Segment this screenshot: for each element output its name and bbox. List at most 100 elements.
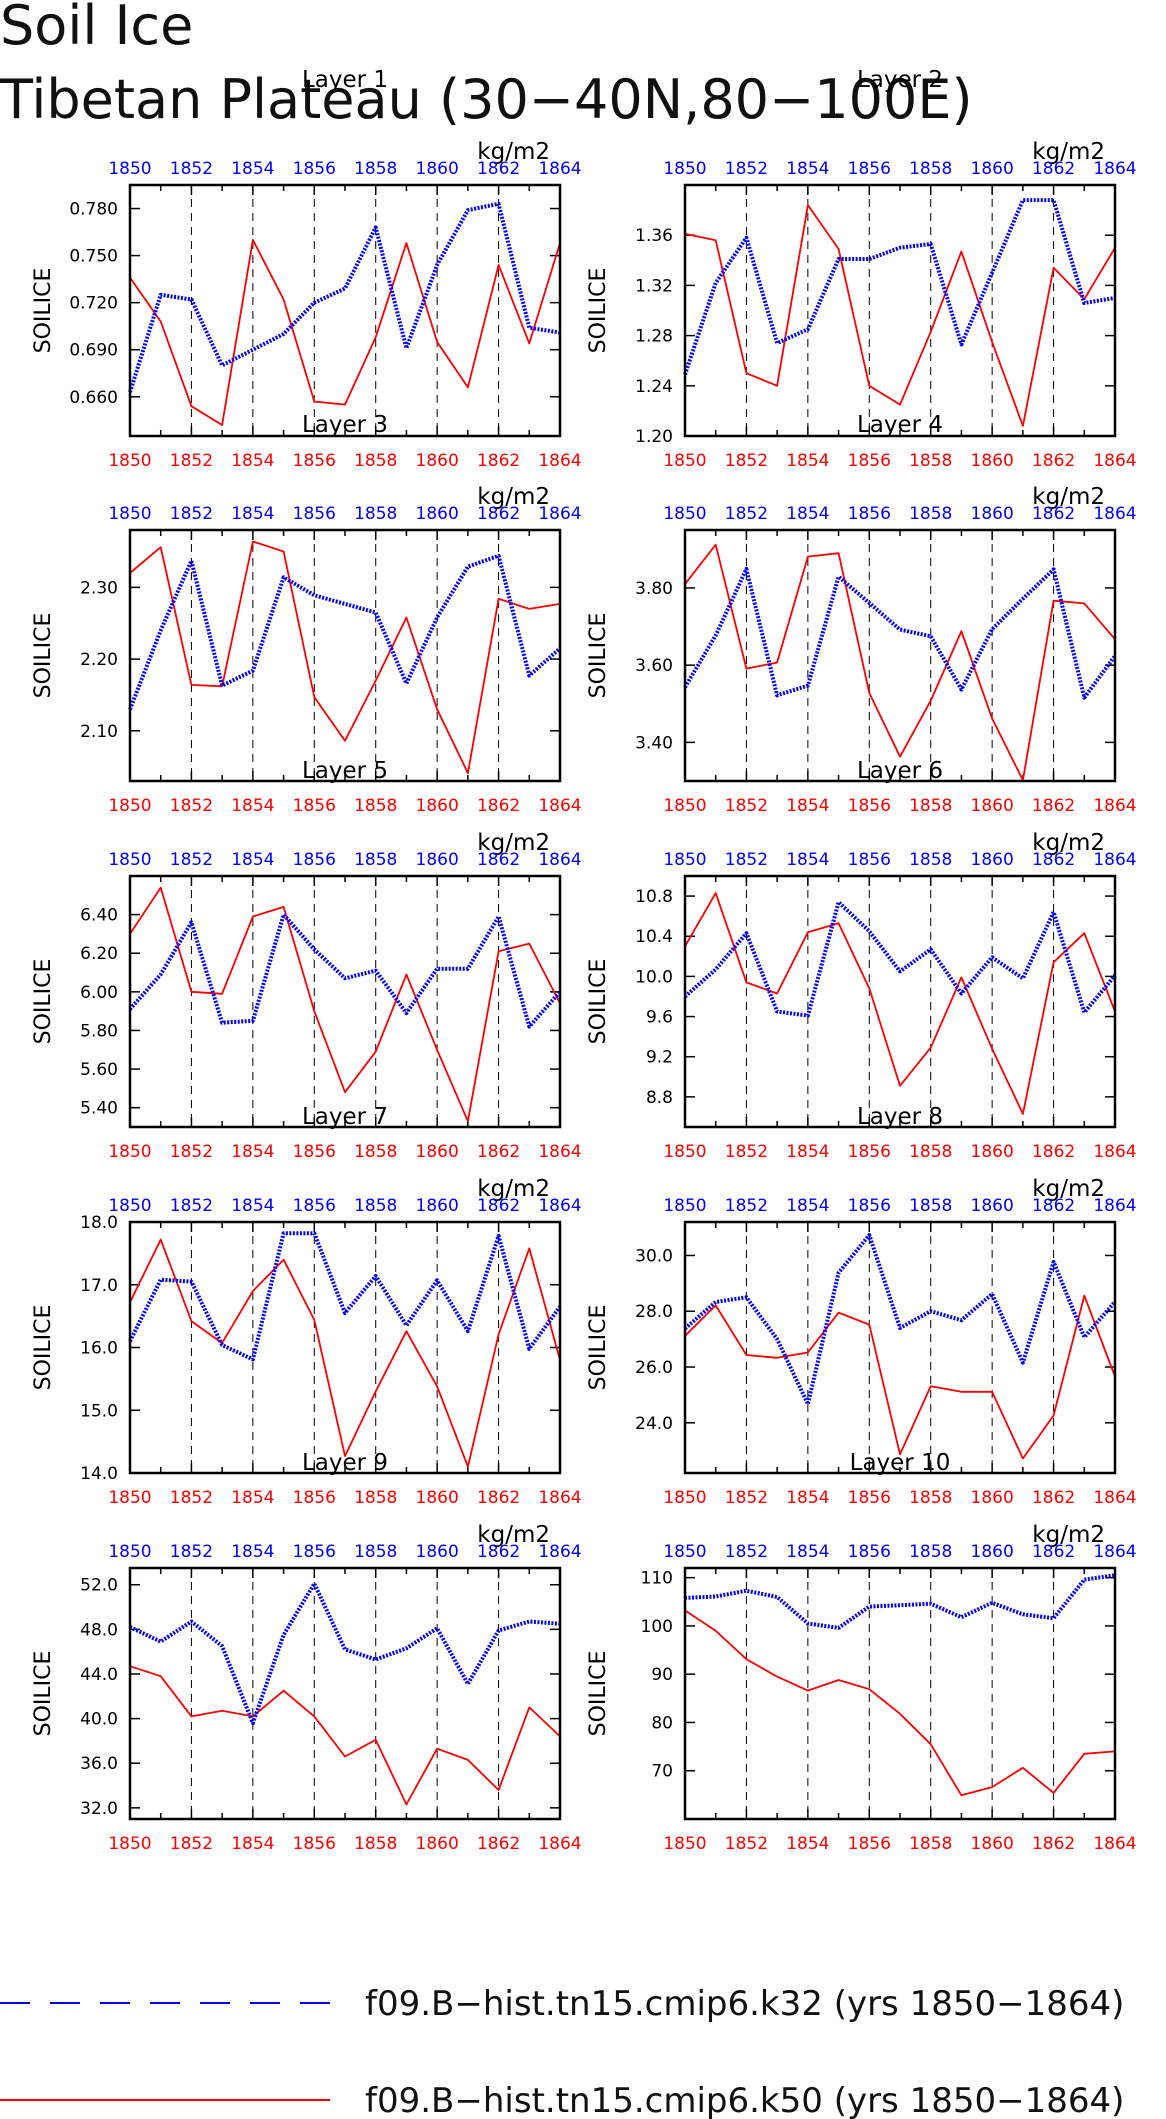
x-tick-label-top: 1858 — [909, 1542, 952, 1562]
series-k50-line — [684, 543, 1116, 782]
y-axis-label: SOILICE — [586, 1305, 611, 1391]
plot-frame — [128, 1566, 562, 1821]
x-tick-label-top: 1862 — [477, 504, 520, 524]
y-tick-label: 9.2 — [646, 1048, 673, 1068]
panel-title: Layer 6 — [857, 758, 943, 784]
panel-layer-7: Layer 7 kg/m2 SOILICE 1850 1850 1852 1852 1854 1… — [31, 1104, 582, 1508]
x-tick-label-bottom: 1858 — [909, 1142, 952, 1162]
y-tick-label: 2.20 — [80, 650, 118, 670]
x-tick-label-top: 1860 — [416, 159, 459, 179]
plot-frame — [683, 183, 1117, 438]
series-k32-line — [684, 1573, 1116, 1630]
y-tick-label: 6.40 — [80, 906, 118, 926]
x-tick-label-bottom: 1860 — [971, 796, 1014, 816]
x-tick-label-top: 1862 — [477, 159, 520, 179]
x-tick-label-bottom: 1862 — [1032, 451, 1075, 471]
x-tick-label-bottom: 1864 — [1093, 1142, 1136, 1162]
x-tick-label-bottom: 1856 — [293, 796, 336, 816]
y-tick-label: 5.60 — [80, 1060, 118, 1080]
x-tick-label-top: 1850 — [663, 850, 706, 870]
y-tick-label: 5.80 — [80, 1021, 118, 1041]
x-tick-label-top: 1852 — [725, 1196, 768, 1216]
x-tick-label-bottom: 1858 — [909, 796, 952, 816]
panel-layer-9: Layer 9 kg/m2 SOILICE 1850 1850 1852 1852 1854 1… — [31, 1450, 582, 1854]
x-tick-label-top: 1862 — [1032, 1542, 1075, 1562]
units-label: kg/m2 — [477, 484, 550, 510]
panel-title: Layer 3 — [302, 412, 388, 438]
x-tick-label-bottom: 1856 — [848, 1834, 891, 1854]
series-k32-line — [683, 198, 1116, 376]
x-tick-label-top: 1854 — [231, 504, 274, 524]
x-tick-label-top: 1862 — [1032, 850, 1075, 870]
panel-title: Layer 5 — [302, 758, 388, 784]
x-tick-label-bottom: 1860 — [971, 1488, 1014, 1508]
x-tick-label-top: 1860 — [971, 850, 1014, 870]
y-tick-label: 6.00 — [80, 983, 118, 1003]
x-tick-label-top: 1850 — [663, 1196, 706, 1216]
x-tick-label-top: 1864 — [538, 850, 581, 870]
series-k32-line — [128, 201, 561, 393]
x-tick-label-bottom: 1850 — [108, 1488, 151, 1508]
x-tick-label-top: 1850 — [108, 1542, 151, 1562]
x-tick-label-bottom: 1856 — [848, 1488, 891, 1508]
y-axis-label: SOILICE — [31, 268, 56, 354]
x-tick-label-bottom: 1864 — [1093, 451, 1136, 471]
x-tick-label-top: 1860 — [416, 1542, 459, 1562]
y-tick-label: 10.8 — [635, 887, 673, 907]
series-k50-line — [684, 1294, 1116, 1460]
x-tick-label-bottom: 1852 — [170, 1142, 213, 1162]
panel-layer-4: Layer 4 kg/m2 SOILICE 1850 1850 1852 1852 1854 1… — [586, 412, 1137, 816]
y-tick-label: 6.20 — [80, 944, 118, 964]
x-tick-label-top: 1854 — [786, 504, 829, 524]
x-tick-label-bottom: 1864 — [1093, 796, 1136, 816]
y-tick-label: 30.0 — [635, 1246, 673, 1266]
y-tick-label: 40.0 — [80, 1710, 118, 1730]
x-tick-label-bottom: 1864 — [538, 796, 581, 816]
x-tick-label-top: 1860 — [416, 850, 459, 870]
x-tick-label-top: 1864 — [538, 504, 581, 524]
x-tick-label-top: 1862 — [1032, 504, 1075, 524]
x-tick-label-top: 1854 — [231, 1542, 274, 1562]
x-tick-label-bottom: 1862 — [1032, 1488, 1075, 1508]
x-tick-label-top: 1858 — [354, 159, 397, 179]
x-tick-label-top: 1860 — [416, 504, 459, 524]
y-tick-label: 0.780 — [69, 200, 118, 220]
units-label: kg/m2 — [1032, 484, 1105, 510]
x-tick-label-bottom: 1856 — [848, 1142, 891, 1162]
panel-layer-8: Layer 8 kg/m2 SOILICE 1850 1850 1852 1852 1854 1… — [586, 1104, 1137, 1508]
x-tick-label-top: 1856 — [848, 504, 891, 524]
series-k32-line — [683, 567, 1117, 700]
x-tick-label-bottom: 1862 — [477, 1834, 520, 1854]
x-tick-label-top: 1864 — [1093, 1196, 1136, 1216]
x-tick-label-bottom: 1854 — [231, 1142, 274, 1162]
x-tick-label-bottom: 1850 — [663, 1834, 706, 1854]
x-tick-label-top: 1862 — [477, 1542, 520, 1562]
y-tick-label: 9.6 — [646, 1008, 673, 1028]
units-label: kg/m2 — [477, 830, 550, 856]
y-axis-label: SOILICE — [586, 1651, 611, 1737]
y-tick-label: 3.40 — [635, 733, 673, 753]
x-tick-label-bottom: 1862 — [477, 1488, 520, 1508]
x-tick-label-bottom: 1854 — [786, 796, 829, 816]
x-tick-label-bottom: 1858 — [354, 451, 397, 471]
x-tick-label-top: 1860 — [971, 1542, 1014, 1562]
x-tick-label-top: 1852 — [170, 1542, 213, 1562]
plot-frame — [128, 183, 562, 438]
x-tick-label-bottom: 1852 — [170, 1834, 213, 1854]
x-tick-label-bottom: 1864 — [1093, 1488, 1136, 1508]
x-tick-label-bottom: 1852 — [170, 796, 213, 816]
x-tick-label-top: 1850 — [663, 504, 706, 524]
y-tick-label: 0.720 — [69, 294, 118, 314]
x-tick-label-bottom: 1856 — [293, 1488, 336, 1508]
y-axis-label: SOILICE — [31, 1651, 56, 1737]
y-tick-label: 2.10 — [80, 722, 118, 742]
x-tick-label-top: 1856 — [848, 1542, 891, 1562]
y-tick-label: 44.0 — [80, 1665, 118, 1685]
x-tick-label-bottom: 1862 — [1032, 1834, 1075, 1854]
x-tick-label-top: 1862 — [1032, 1196, 1075, 1216]
units-label: kg/m2 — [477, 139, 550, 165]
y-tick-label: 1.28 — [635, 327, 673, 347]
series-k32-line — [129, 1581, 561, 1726]
x-tick-label-bottom: 1860 — [416, 451, 459, 471]
series-k50-line — [129, 1665, 561, 1806]
